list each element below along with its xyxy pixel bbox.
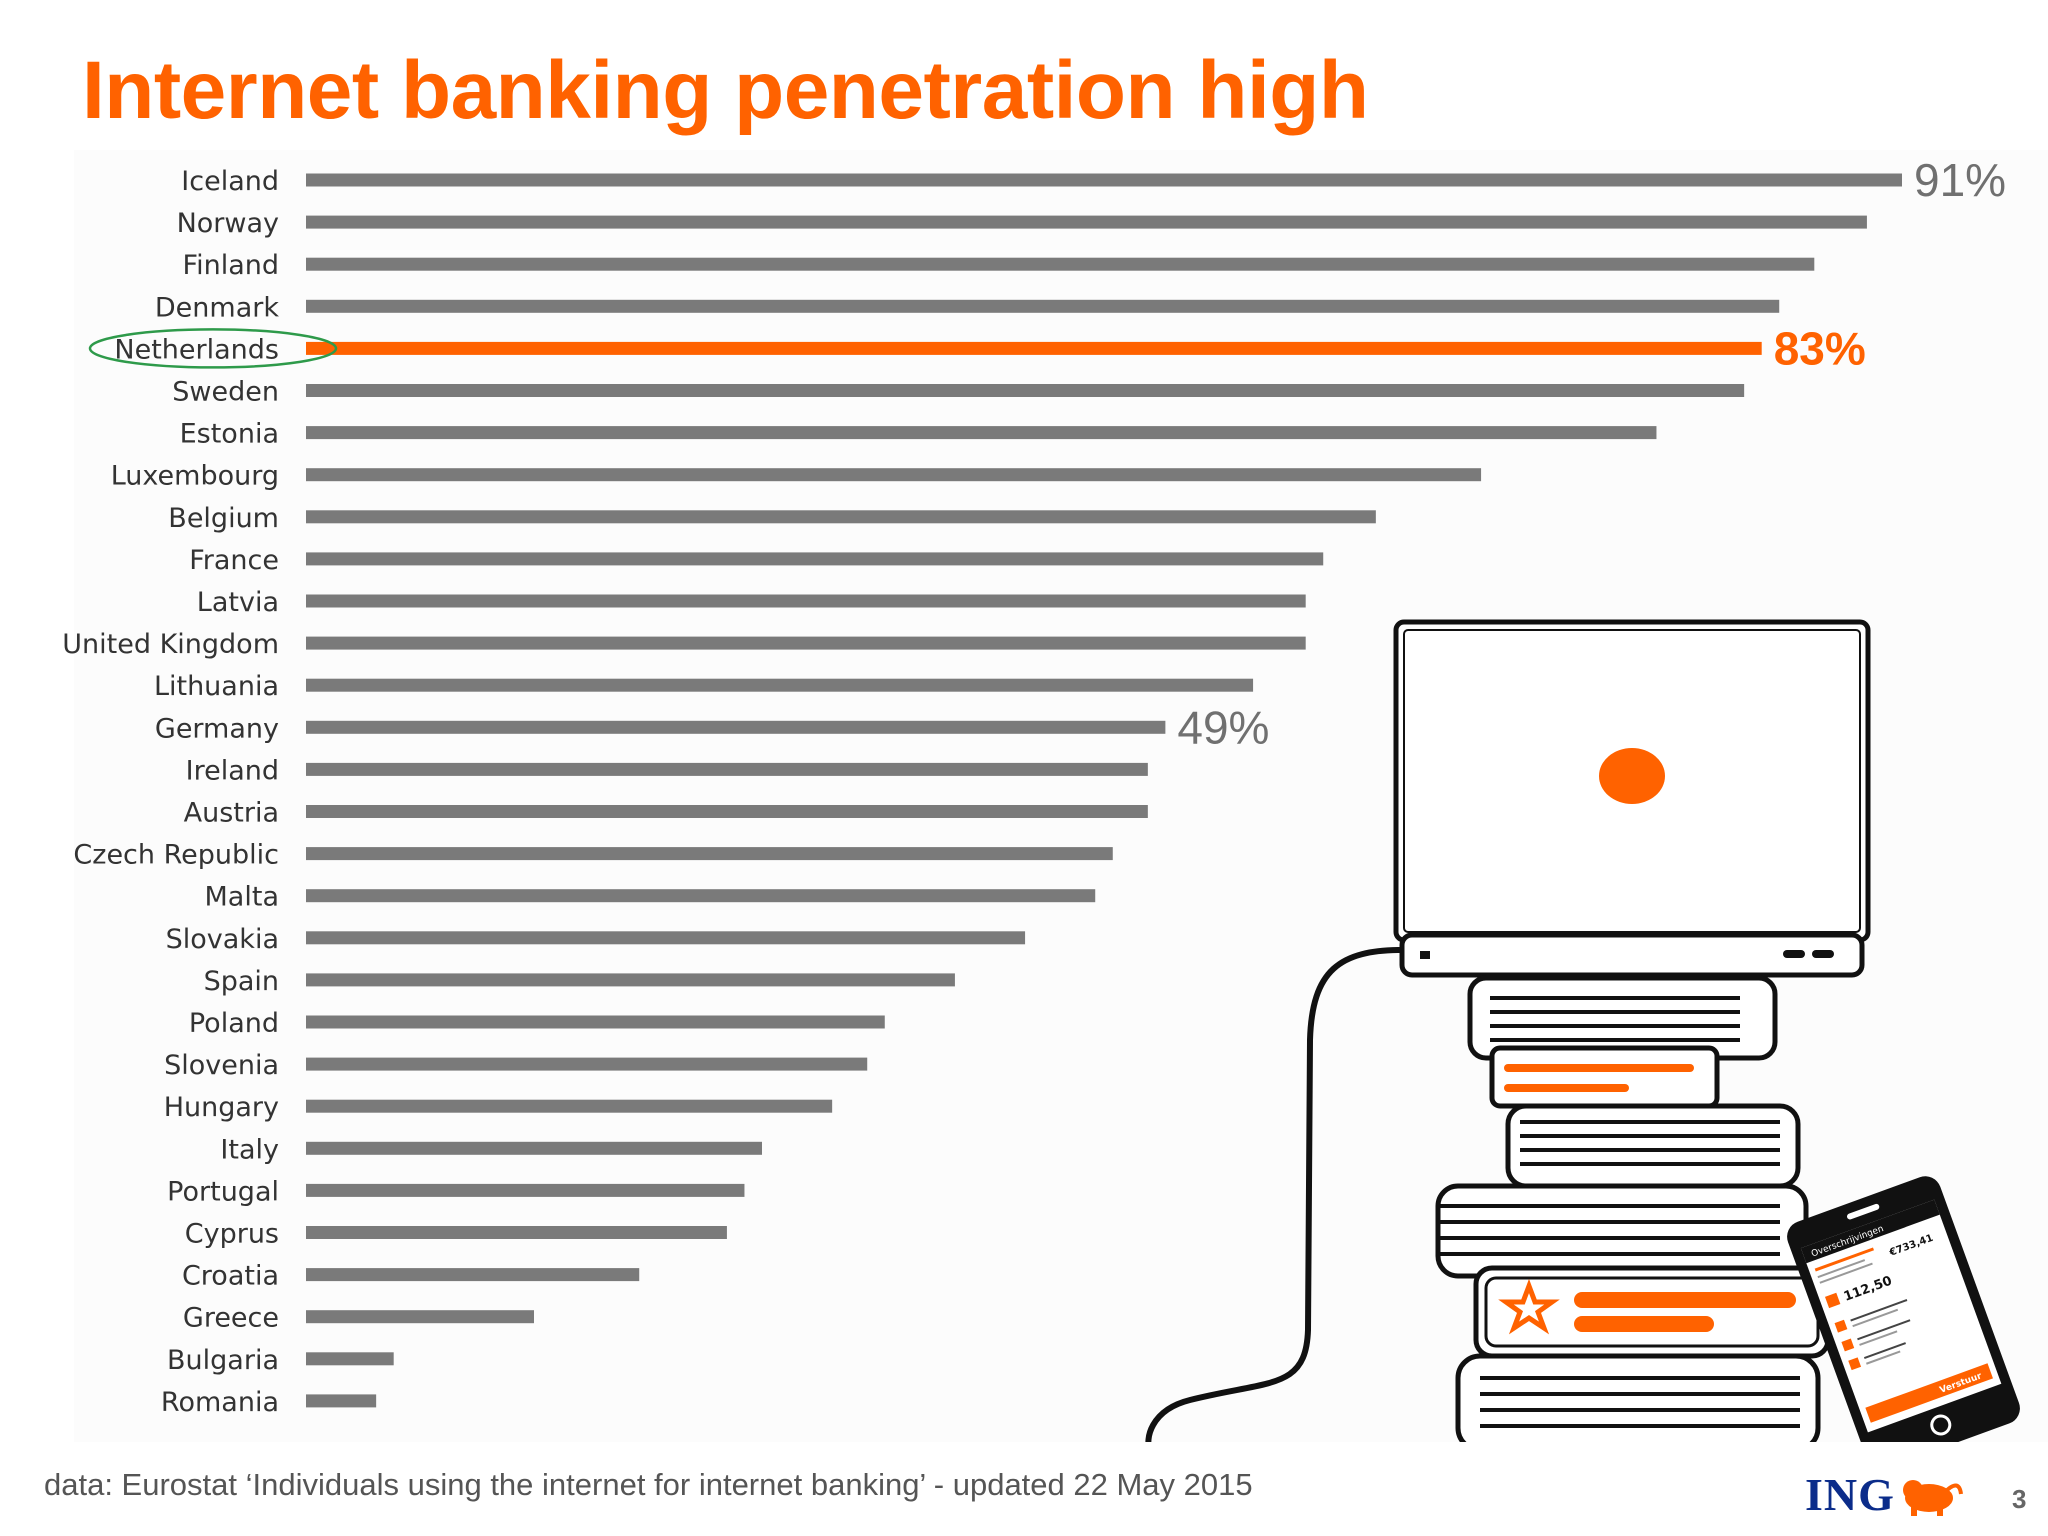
bar-poland [306,1015,885,1029]
bar-estonia [306,426,1657,440]
bar-lithuania [306,678,1254,692]
category-label-portugal: Portugal [167,1176,279,1207]
category-label-iceland: Iceland [181,166,279,197]
bar-sweden [306,384,1745,397]
category-label-united-kingdom: United Kingdom [62,629,279,660]
category-label-poland: Poland [189,1008,279,1039]
highlight-ring [88,328,338,369]
bar-france [306,552,1324,566]
laptop-icon [1393,619,1871,978]
category-label-germany: Germany [155,713,279,744]
category-label-finland: Finland [183,250,279,281]
category-label-denmark: Denmark [155,292,279,323]
category-label-cyprus: Cyprus [185,1219,279,1250]
logo-text: ING [1805,1468,1895,1520]
category-label-greece: Greece [183,1303,279,1334]
category-label-slovakia: Slovakia [166,924,279,955]
bar-italy [306,1141,762,1155]
bar-slovenia [306,1057,868,1071]
ing-logo: ING [1805,1466,1965,1522]
bar-cyprus [306,1226,727,1239]
category-label-belgium: Belgium [168,503,279,534]
value-label-germany: 49% [1177,701,1269,753]
bar-united-kingdom [306,636,1306,650]
lion-icon [1902,1480,1963,1516]
category-label-hungary: Hungary [164,1092,279,1123]
value-label-iceland: 91% [1914,154,2006,206]
bar-denmark [306,299,1780,313]
bar-croatia [306,1268,640,1282]
category-label-romania: Romania [161,1387,279,1418]
bar-spain [306,973,955,987]
bar-ireland [306,762,1148,776]
bar-norway [306,215,1867,229]
bar-portugal [306,1183,745,1197]
category-label-estonia: Estonia [180,419,279,450]
bar-belgium [306,510,1376,524]
bar-latvia [306,594,1306,608]
bar-bulgaria [306,1352,394,1366]
category-label-france: France [189,545,279,576]
bar-iceland [306,173,1902,187]
bar-hungary [306,1099,833,1113]
bar-romania [306,1394,377,1408]
source-note: data: Eurostat ‘Individuals using the in… [44,1467,1253,1502]
bar-chart: Iceland 91% Norway Finland Denmark Netherland… [62,154,2006,1418]
category-label-netherlands: Netherlands [114,334,279,365]
category-label-bulgaria: Bulgaria [167,1345,279,1376]
category-label-ireland: Ireland [186,755,279,786]
page-title: Internet banking penetration high [82,45,1369,136]
category-label-latvia: Latvia [197,587,279,618]
category-label-luxembourg: Luxembourg [111,461,279,492]
bar-netherlands [306,341,1762,355]
books-icon [1435,975,1831,1450]
category-label-lithuania: Lithuania [154,671,279,702]
phone-icon: Overschrijvingen €733,41 112,50 Verstuur [1787,1176,2020,1450]
footer [0,1442,2048,1536]
category-label-italy: Italy [220,1134,279,1165]
laptop-books-phone-illustration: Overschrijvingen €733,41 112,50 Verstuur [1145,619,2020,1450]
bar-malta [306,889,1096,903]
category-label-malta: Malta [205,882,279,913]
category-label-sweden: Sweden [172,377,279,408]
bar-slovakia [306,931,1026,945]
page-number: 3 [2012,1484,2027,1514]
bar-czech-republic [306,847,1113,861]
category-label-slovenia: Slovenia [164,1050,279,1081]
value-label-netherlands: 83% [1774,322,1866,374]
category-label-spain: Spain [204,966,279,997]
cable-icon [1145,947,1403,1450]
category-label-croatia: Croatia [182,1261,279,1292]
bar-austria [306,805,1148,818]
bar-luxembourg [306,468,1482,482]
category-label-austria: Austria [184,798,279,829]
category-label-czech-republic: Czech Republic [73,840,279,871]
bar-finland [306,257,1815,271]
bar-greece [306,1310,534,1324]
category-label-norway: Norway [177,208,279,239]
bar-germany [306,720,1166,734]
